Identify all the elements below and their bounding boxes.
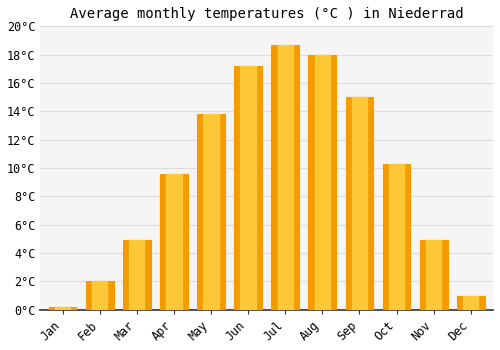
Bar <box>389 164 404 310</box>
Bar <box>92 281 108 310</box>
Bar <box>272 45 299 310</box>
Bar <box>86 281 114 310</box>
Title: Average monthly temperatures (°C ) in Niederrad: Average monthly temperatures (°C ) in Ni… <box>70 7 464 21</box>
Bar <box>55 307 70 310</box>
Bar <box>463 295 478 310</box>
Bar <box>204 114 218 310</box>
Bar <box>426 240 442 310</box>
Bar <box>234 66 262 310</box>
Bar <box>382 164 410 310</box>
Bar <box>166 174 182 310</box>
Bar <box>197 114 225 310</box>
Bar <box>314 55 330 310</box>
Bar <box>278 45 293 310</box>
Bar <box>346 97 374 310</box>
Bar <box>308 55 336 310</box>
Bar <box>48 307 76 310</box>
Bar <box>420 240 448 310</box>
Bar <box>352 97 367 310</box>
Bar <box>457 295 484 310</box>
Bar <box>123 240 150 310</box>
Bar <box>160 174 188 310</box>
Bar <box>129 240 144 310</box>
Bar <box>240 66 256 310</box>
